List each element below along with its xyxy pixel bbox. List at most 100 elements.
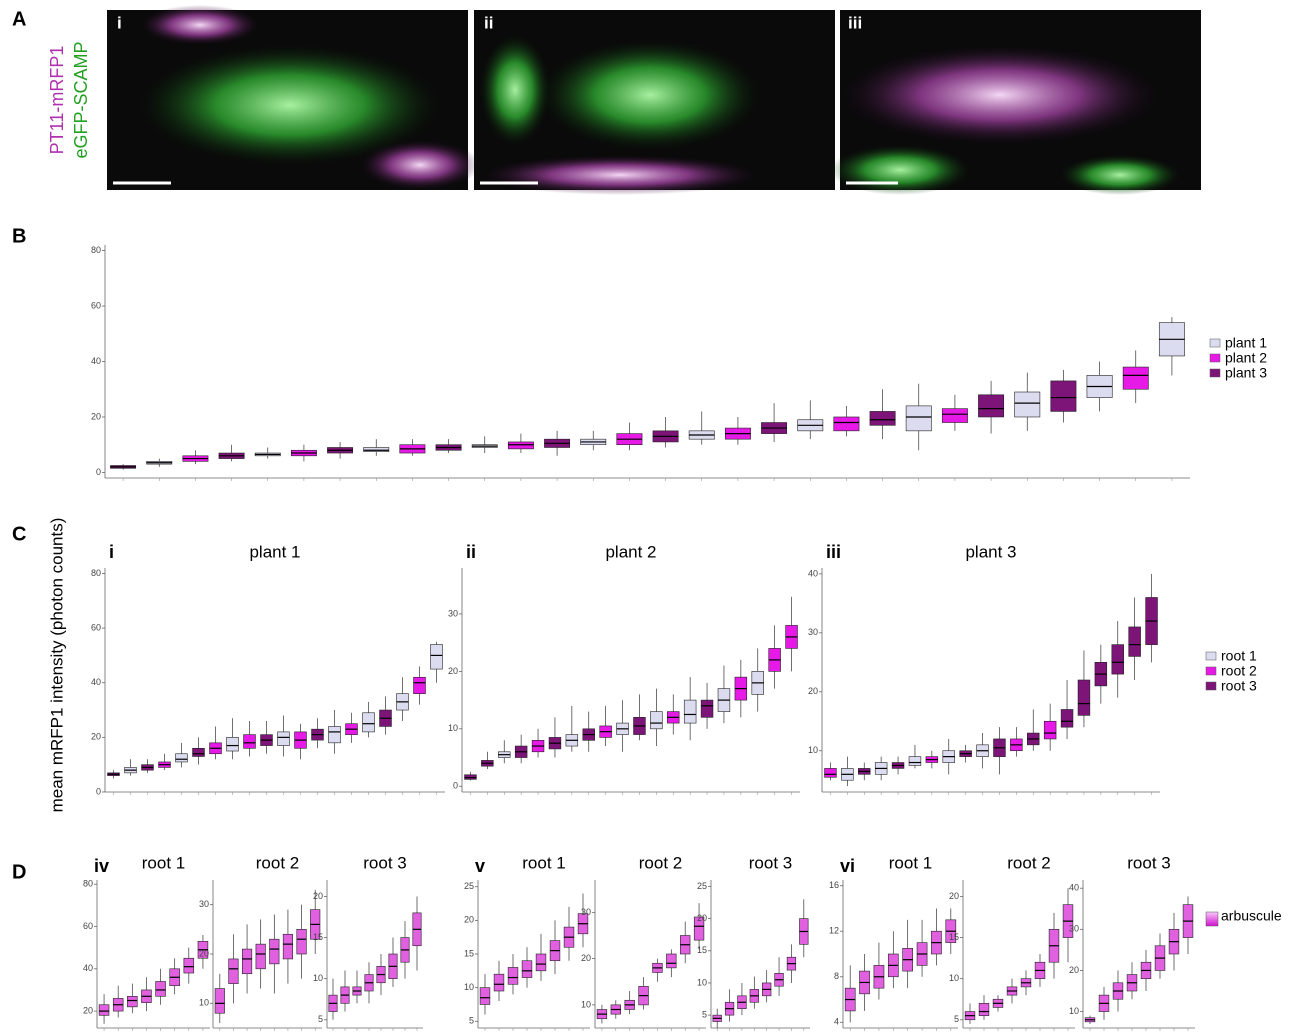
box: [1078, 680, 1090, 715]
figure: i ii iii PT11-mRFP1 eGFP-SCAMP A B C D m…: [0, 0, 1303, 1032]
chart-label: i: [109, 542, 114, 562]
box: [1051, 381, 1076, 412]
y-tick-label: 40: [1069, 883, 1079, 893]
box: [176, 754, 188, 762]
y-tick-label: 30: [448, 608, 458, 618]
box: [242, 949, 252, 974]
box: [297, 929, 307, 954]
y-tick-label: 5: [469, 1016, 474, 1026]
y-tick-label: 12: [829, 926, 839, 936]
chart-title: root 1: [142, 853, 185, 872]
y-tick-label: 5: [954, 1014, 959, 1024]
chart-title: root 2: [1007, 853, 1050, 872]
legend-label: root 1: [1221, 648, 1257, 664]
y-tick-label: 10: [448, 723, 458, 733]
legend-label: plant 2: [1225, 350, 1267, 366]
y-tick-label: 25: [464, 881, 474, 891]
y-tick-label: 40: [83, 963, 93, 973]
y-tick-label: 0: [96, 467, 101, 477]
box: [650, 712, 662, 729]
legend-label: root 3: [1221, 678, 1257, 694]
box: [99, 1005, 109, 1016]
box: [414, 677, 426, 693]
y-tick-label: 40: [91, 677, 101, 687]
y-tick-label: 5: [318, 1014, 323, 1024]
y-axis-label: mean mRFP1 intensity (photon counts): [47, 518, 66, 813]
legend-label: plant 3: [1225, 365, 1267, 381]
y-tick-label: 80: [83, 879, 93, 889]
y-tick-label: 20: [313, 891, 323, 901]
y-tick-label: 10: [313, 973, 323, 983]
chart-title: root 2: [639, 853, 682, 872]
chart-label: ii: [466, 542, 476, 562]
chart-label: vi: [840, 856, 855, 876]
box: [536, 954, 546, 971]
y-tick-label: 4: [834, 1017, 839, 1027]
box: [1061, 709, 1073, 727]
y-tick-label: 15: [697, 945, 707, 955]
y-tick-label: 30: [199, 899, 209, 909]
y-tick-label: 0: [96, 786, 101, 796]
legend-swatch: [1206, 652, 1216, 660]
y-tick-label: 15: [949, 932, 959, 942]
legend-label: root 2: [1221, 663, 1257, 679]
legend-swatch: [1206, 667, 1216, 675]
y-tick-label: 20: [91, 411, 101, 421]
box: [329, 726, 341, 742]
box: [508, 967, 518, 984]
y-tick-label: 20: [91, 732, 101, 742]
y-tick-label: 8: [834, 971, 839, 981]
y-tick-label: 0: [453, 781, 458, 791]
y-tick-label: 80: [91, 245, 101, 255]
y-tick-label: 25: [697, 881, 707, 891]
chart-title: root 2: [256, 853, 299, 872]
box: [1123, 367, 1148, 389]
box: [229, 959, 239, 984]
y-tick-label: 15: [464, 948, 474, 958]
box: [834, 417, 859, 431]
micrograph: [107, 5, 480, 190]
y-tick-label: 30: [1069, 924, 1079, 934]
box: [906, 406, 931, 431]
box: [909, 757, 921, 766]
box: [283, 934, 293, 959]
box: [522, 961, 532, 978]
image-label: ii: [484, 13, 493, 32]
chart-label: v: [475, 856, 485, 876]
y-tick-label: 10: [808, 745, 818, 755]
y-tick-label: 10: [464, 982, 474, 992]
y-tick-label: 60: [83, 921, 93, 931]
box: [666, 954, 676, 968]
box: [127, 996, 137, 1007]
box: [480, 988, 490, 1005]
box: [431, 644, 443, 669]
y-tick-label: 20: [448, 666, 458, 676]
legend-swatch: [1206, 912, 1218, 926]
box: [1044, 721, 1056, 739]
y-tick-label: 20: [581, 953, 591, 963]
channel-label: eGFP-SCAMP: [71, 41, 91, 158]
box: [256, 944, 266, 969]
y-tick-label: 20: [697, 913, 707, 923]
micrograph: [830, 10, 1201, 195]
box: [978, 395, 1003, 417]
chart-title: plant 1: [249, 542, 300, 561]
y-tick-label: 20: [464, 915, 474, 925]
legend-swatch: [1206, 682, 1216, 690]
box: [979, 1003, 989, 1015]
channel-label: PT11-mRFP1: [47, 46, 67, 155]
y-tick-label: 20: [808, 686, 818, 696]
panel-label: A: [12, 8, 26, 30]
y-tick-label: 40: [808, 568, 818, 578]
chart-title: root 3: [363, 853, 406, 872]
box: [363, 713, 375, 732]
y-tick-label: 60: [91, 300, 101, 310]
box: [156, 981, 166, 996]
legend-swatch: [1210, 354, 1220, 362]
y-tick-label: 80: [91, 568, 101, 578]
chart-title: root 3: [749, 853, 792, 872]
chart-label: iii: [826, 542, 841, 562]
panel-label: C: [12, 523, 26, 545]
legend-swatch: [1210, 369, 1220, 377]
y-tick-label: 10: [581, 999, 591, 1009]
